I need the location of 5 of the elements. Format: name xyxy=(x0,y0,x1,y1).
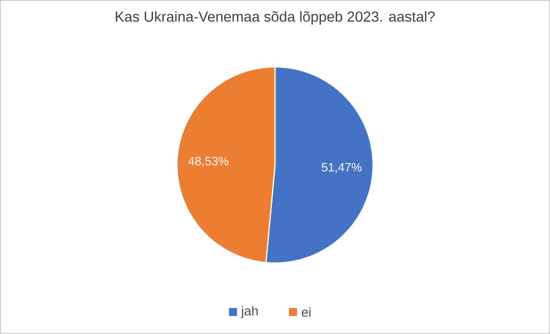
chart-title: Kas Ukraina-Venemaa sõda lõppeb 2023. aastal? xyxy=(116,11,435,25)
data-label: 51,47% xyxy=(322,163,362,174)
data-label: 48,53% xyxy=(188,156,228,167)
legend-label: jah xyxy=(240,306,258,318)
legend-label: ei xyxy=(302,307,310,317)
